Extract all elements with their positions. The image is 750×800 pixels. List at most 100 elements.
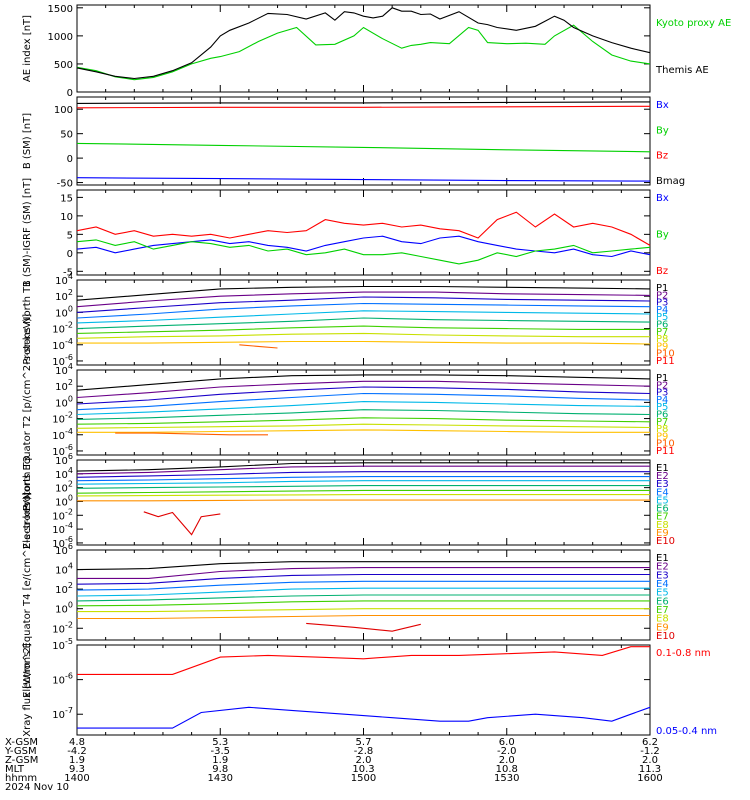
footer-row-label-5: 2024 Nov 10 [5,782,69,793]
legend-label-5-9: E10 [656,536,675,547]
series-line-7-1 [77,706,651,729]
legend-label-2-0: Bx [656,193,669,204]
legend-label-4-6: P7 [656,417,668,428]
footer-value-mlt-4: 11.3 [639,764,661,775]
series-line-6-0 [76,561,650,571]
legend-label-3-7: P8 [656,334,668,345]
legend-label-6-7: E8 [656,614,669,625]
series-line-6-7 [77,608,650,613]
footer-value-z_gsm-3: 2.0 [499,755,515,766]
y-tick-label-2-0: -5 [63,267,73,278]
footer-value-mlt-2: 10.3 [352,764,374,775]
legend-label-7-0: 0.1-0.8 nm [656,648,711,659]
y-tick-label-4-0: 104 [55,362,73,377]
y-tick-label-7-2: 10-7 [52,706,73,721]
y-tick-label-3-4: 10-4 [52,337,73,352]
legend-label-3-5: P6 [656,320,668,331]
series-line-4-8 [77,429,650,433]
legend-label-3-4: P5 [656,312,668,323]
footer-value-y_gsm-0: -4.2 [67,746,87,757]
series-line-4-3 [76,392,651,411]
series-line-6-3 [76,580,650,591]
series-line-0-1 [76,7,651,80]
y-tick-label-5-5: 10-4 [52,521,73,536]
footer-value-x_gsm-2: 5.7 [356,737,372,748]
legend-label-1-2: Bz [656,151,668,162]
legend-label-4-3: P4 [656,395,668,406]
series-line-3-9 [239,344,278,349]
footer-value-mlt-1: 9.8 [212,764,228,775]
series-line-4-4 [76,401,651,416]
series-line-4-0 [76,374,651,391]
legend-label-5-8: E9 [656,528,669,539]
y-tick-label-4-1: 102 [55,378,73,393]
y-tick-label-2-2: 5 [67,230,73,241]
legend-label-3-1: P2 [656,290,668,301]
legend-label-6-1: E2 [656,562,669,573]
legend-label-5-3: E4 [656,487,669,498]
legend-label-5-0: E1 [656,463,669,474]
footer-row-label-1: Y-GSM [4,746,37,757]
y-axis-title-0: AE index [nT] [22,15,33,82]
footer-row-label-3: MLT [5,764,25,775]
legend-label-6-6: E7 [656,605,669,616]
footer-value-y_gsm-4: -1.2 [640,746,660,757]
y-tick-label-6-4: 10-2 [52,620,73,635]
y-tick-label-5-6: 10-6 [52,535,73,550]
y-tick-label-2-1: 0 [67,249,73,260]
y-tick-label-0-3: 1500 [48,4,73,15]
footer-row-label-0: X-GSM [5,737,38,748]
footer-value-x_gsm-0: 4.8 [69,737,85,748]
y-tick-label-0-1: 500 [54,60,73,71]
y-axis-title-7: Xray flux [W/m^2] [22,643,33,737]
series-line-6-8 [77,614,650,620]
y-tick-label-2-3: 10 [60,212,73,223]
legend-label-4-2: P3 [656,388,668,399]
series-line-2-2 [76,211,651,246]
series-line-2-0 [76,235,651,258]
y-tick-label-1-2: 50 [60,130,73,141]
y-tick-label-3-5: 10-6 [52,353,73,368]
series-line-5-3 [76,476,650,482]
footer-value-x_gsm-3: 6.0 [499,737,515,748]
y-tick-label-2-4: 15 [60,193,73,204]
y-axis-title-4: Protons Equator T2 [p/(cm^2-s-sr-keV)] [22,314,33,511]
y-tick-label-3-2: 100 [55,304,73,319]
series-line-5-4 [76,480,650,485]
series-line-4-1 [76,380,651,399]
legend-label-7-1: 0.05-0.4 nm [656,726,717,737]
legend-label-6-3: E4 [656,579,669,590]
legend-label-3-9: P10 [656,349,675,360]
y-tick-label-5-2: 102 [55,480,73,495]
y-tick-label-1-1: 0 [67,154,73,165]
y-tick-label-5-1: 104 [55,466,73,481]
series-line-4-6 [76,417,651,425]
y-tick-label-6-3: 100 [55,601,73,616]
footer-value-x_gsm-1: 5.3 [212,737,228,748]
y-tick-label-3-0: 104 [55,272,73,287]
series-line-3-4 [76,310,651,324]
legend-label-1-1: By [656,125,669,136]
legend-label-3-2: P3 [656,298,668,309]
series-line-4-5 [76,409,651,420]
y-axis-title-5: Electrons North T3 [22,456,33,549]
footer-row-label-4: hhmm [5,773,37,784]
legend-label-3-6: P7 [656,327,668,338]
legend-label-5-4: E5 [656,495,669,506]
y-axis-title-3: Protons North T1 [22,280,33,364]
series-line-2-1 [76,239,651,265]
series-line-4-2 [76,386,651,405]
legend-label-6-8: E9 [656,622,669,633]
legend-label-3-0: P1 [656,283,668,294]
footer-value-x_gsm-4: 6.2 [642,737,658,748]
y-axis-title-6: Electrons Equator T4 [e/(cm^2-s-sr-keV)] [22,492,33,698]
footer-value-mlt-3: 10.8 [496,764,518,775]
footer-value-y_gsm-2: -2.8 [354,746,374,757]
y-tick-label-1-3: 100 [54,105,73,116]
series-line-6-2 [76,573,650,585]
legend-label-5-1: E2 [656,471,669,482]
y-tick-label-3-3: 10-2 [52,321,73,336]
footer-value-mlt-0: 9.3 [69,764,85,775]
series-line-3-1 [76,291,651,308]
footer-value-z_gsm-4: 2.0 [642,755,658,766]
